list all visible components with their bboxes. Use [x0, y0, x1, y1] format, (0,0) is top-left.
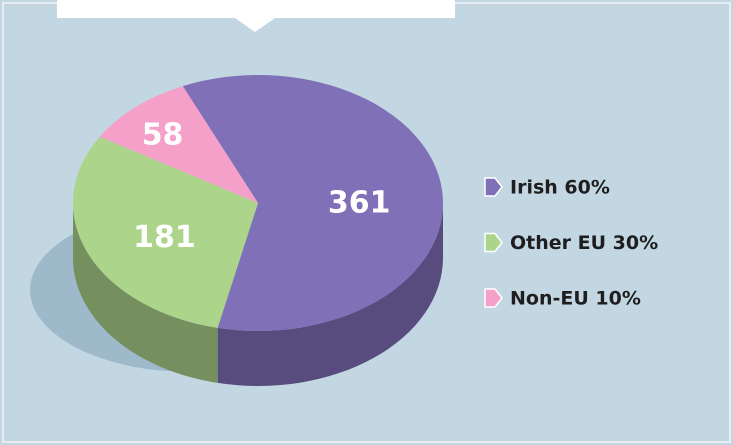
data-label: 58	[142, 118, 184, 153]
legend-label: Non-EU 10%	[510, 288, 641, 310]
legend-marker	[484, 232, 503, 253]
legend-marker	[484, 288, 503, 308]
pie-side	[73, 203, 218, 383]
pie-slice	[182, 75, 443, 332]
pie-slice	[72, 136, 258, 328]
legend-label: Irish 60%	[510, 177, 610, 199]
pie-slice	[99, 86, 258, 203]
data-label: 361	[328, 186, 391, 221]
legend-marker	[484, 177, 503, 197]
header-tab	[57, 0, 455, 32]
pie-side	[217, 203, 443, 387]
legend-label: Other EU 30%	[510, 232, 658, 254]
data-label: 181	[133, 220, 196, 255]
